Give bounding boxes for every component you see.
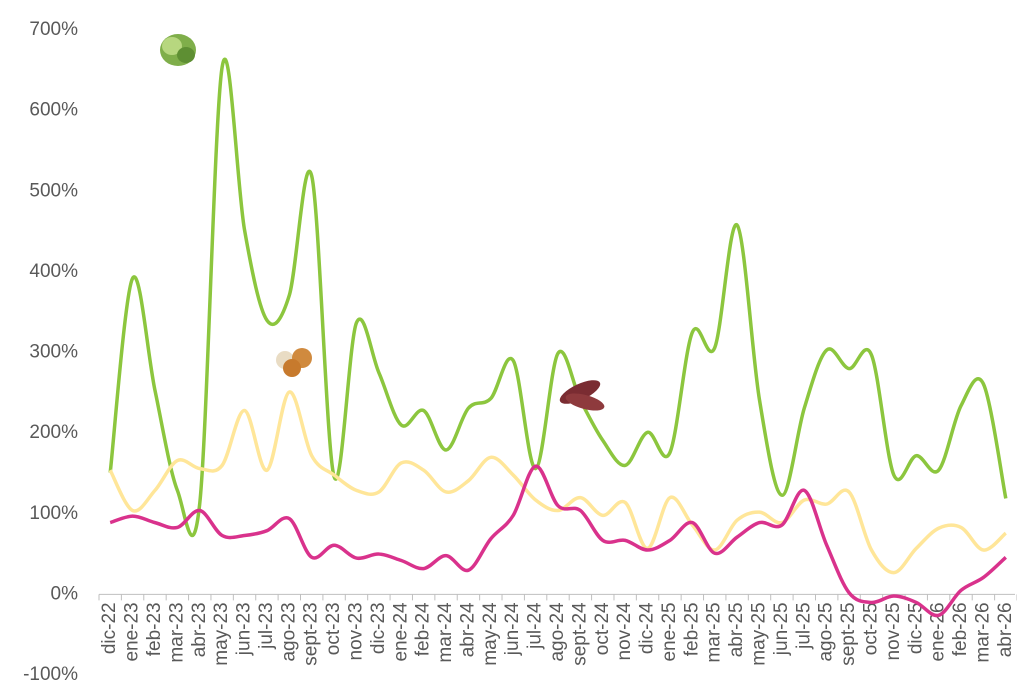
y-tick-label: 600% — [29, 100, 78, 121]
x-tick-label: jul-25 — [793, 602, 814, 649]
x-tick-label: ene-23 — [122, 602, 143, 661]
x-tick-label: abr-24 — [457, 602, 478, 657]
x-tick-label: ene-24 — [390, 602, 411, 662]
plot: -100% 0% 100% 200% 300% 400% 500% 600% 700% dic-2… — [23, 19, 1017, 683]
series-line — [109, 464, 1007, 618]
x-tick-label: oct-23 — [323, 602, 344, 655]
x-tick-label: jun-25 — [771, 602, 792, 656]
sweet-potato-icon — [559, 380, 605, 411]
x-tick-label: dic-22 — [99, 602, 120, 654]
x-tick-label: dic-23 — [368, 602, 389, 654]
x-tick-label: oct-24 — [592, 602, 613, 655]
x-tick-label: feb-24 — [413, 602, 434, 656]
y-tick-label: 400% — [29, 261, 78, 282]
x-tick-label: feb-26 — [950, 602, 971, 656]
x-tick-label: jul-24 — [525, 602, 546, 650]
x-tick-label: nov-25 — [883, 602, 904, 660]
x-tick-label: abr-25 — [726, 602, 747, 657]
x-tick-label: jul-23 — [256, 602, 277, 649]
x-tick-label: sept-25 — [838, 602, 859, 665]
x-tick-label: ene-25 — [659, 602, 680, 661]
series-line — [108, 390, 1007, 575]
x-tick-label: may-23 — [211, 602, 232, 665]
x-tick-label: ago-23 — [278, 602, 299, 661]
x-tick-label: abr-26 — [995, 602, 1016, 657]
x-tick-label: abr-23 — [189, 602, 210, 657]
x-tick-label: nov-24 — [614, 602, 635, 661]
x-tick-label: ago-25 — [816, 602, 837, 661]
x-tick-label: feb-23 — [144, 602, 165, 656]
y-tick-label: 500% — [29, 180, 78, 201]
x-tick-label: mar-24 — [435, 602, 456, 663]
y-tick-label: 200% — [29, 422, 78, 443]
x-tick-label: sept-23 — [301, 602, 322, 665]
x-tick-label: ago-24 — [547, 602, 568, 662]
x-tick-label: may-24 — [480, 602, 501, 666]
x-tick-label: mar-23 — [166, 602, 187, 662]
x-tick-label: sept-24 — [569, 602, 590, 666]
x-tick-label: jun-24 — [502, 602, 523, 656]
y-tick-label: 300% — [29, 342, 78, 363]
x-tick-label: oct-25 — [860, 602, 881, 655]
x-tick-label: mar-26 — [972, 602, 993, 662]
y-tick-label: -100% — [23, 664, 78, 683]
y-tick-label: 700% — [29, 19, 78, 40]
lettuce-icon — [160, 34, 196, 66]
y-tick-label: 100% — [29, 503, 78, 524]
x-tick-label: jun-23 — [234, 602, 255, 656]
x-tick-label: ene-26 — [928, 602, 949, 661]
x-tick-label: mar-25 — [704, 602, 725, 662]
x-tick-label: nov-23 — [346, 602, 367, 660]
x-tick-label: feb-25 — [681, 602, 702, 656]
x-tick-label: may-25 — [749, 602, 770, 665]
x-tick-label: dic-25 — [905, 602, 926, 654]
series-line — [108, 57, 1008, 538]
x-tick-label: dic-24 — [637, 602, 658, 654]
y-tick-label: 0% — [51, 583, 79, 604]
onion-icon — [276, 348, 312, 377]
